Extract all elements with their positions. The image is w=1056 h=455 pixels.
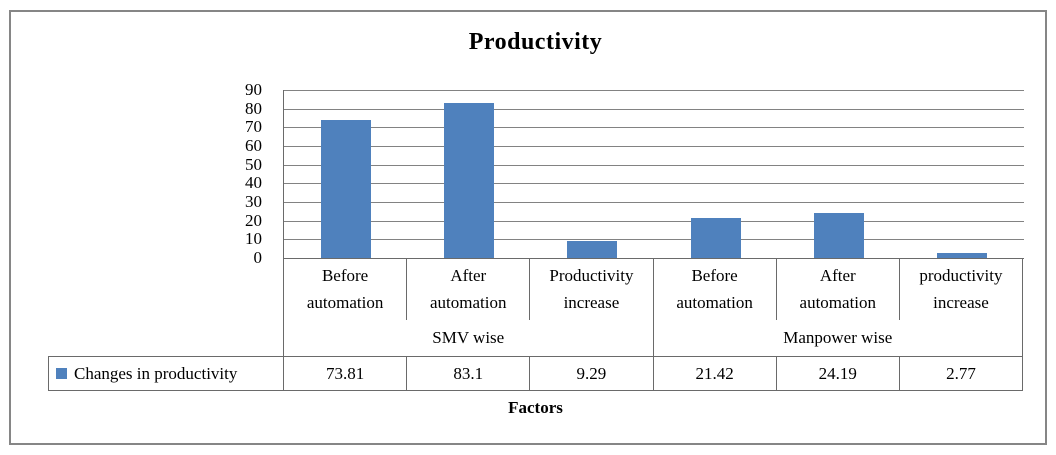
y-tick-label: 80 xyxy=(245,98,262,118)
value-cell: 73.81 xyxy=(283,357,406,390)
plot-area xyxy=(283,90,1024,259)
bars-container xyxy=(284,90,1024,258)
value-cell: 2.77 xyxy=(898,357,1022,390)
chart-title: Productivity xyxy=(468,29,603,55)
gridline xyxy=(284,145,1024,147)
value-cell: 21.42 xyxy=(652,357,776,390)
legend-cell: Changes in productivity xyxy=(49,357,283,390)
y-tick-label: 70 xyxy=(245,117,262,137)
bar-smv-productivity-increase xyxy=(567,240,618,258)
gridline xyxy=(284,90,1024,91)
y-tick-label: 30 xyxy=(245,191,262,211)
y-tick-label: 50 xyxy=(245,154,262,174)
y-tick-label: 20 xyxy=(245,210,262,230)
category-label: productivity increase xyxy=(898,258,1022,320)
figure-border xyxy=(9,10,1047,445)
group-label-smv-wise: SMV wise xyxy=(432,328,505,347)
gridline xyxy=(284,183,1024,185)
y-tick-label: 90 xyxy=(245,80,262,99)
gridline xyxy=(284,164,1024,166)
value-cell: 24.19 xyxy=(775,357,899,390)
y-tick-label: 10 xyxy=(245,229,262,249)
category-axis-row: Before automation After automation Produ… xyxy=(283,258,1023,320)
value-cell: 83.1 xyxy=(406,357,529,390)
bar-slot xyxy=(777,90,900,258)
gridline xyxy=(284,108,1024,110)
category-label: Before automation xyxy=(306,266,384,312)
bar-manpower-after-automation xyxy=(813,212,864,258)
gridline xyxy=(284,127,1024,129)
bar-slot xyxy=(284,90,407,258)
gridline xyxy=(284,239,1024,241)
bar-smv-after-automation xyxy=(443,102,494,258)
category-label: Productivity increase xyxy=(529,258,652,320)
y-tick-label: 0 xyxy=(253,247,263,267)
group-label-manpower-wise: Manpower wise xyxy=(652,320,1023,356)
bar-slot xyxy=(407,90,530,258)
y-tick-label: 60 xyxy=(245,135,262,155)
group-axis-row: SMV wise Manpower wise xyxy=(283,320,1023,356)
y-tick-label: 40 xyxy=(245,173,262,193)
bar-slot xyxy=(654,90,777,258)
y-axis: 90 80 70 60 50 40 30 20 10 0 xyxy=(170,81,262,267)
x-axis-title: Factors xyxy=(508,398,563,417)
gridline xyxy=(284,202,1024,203)
legend-label: Changes in productivity xyxy=(74,363,238,383)
gridline xyxy=(284,220,1024,222)
value-cell: 9.29 xyxy=(529,357,652,390)
bar-smv-before-automation xyxy=(320,120,371,258)
bar-slot xyxy=(901,90,1024,258)
bar-slot xyxy=(531,90,654,258)
data-table-row: Changes in productivity 73.81 83.1 9.29 … xyxy=(48,356,1023,391)
category-label: Before automation xyxy=(652,258,776,320)
legend-swatch-icon xyxy=(56,368,67,379)
bar-manpower-before-automation xyxy=(690,218,741,258)
category-label: After automation xyxy=(775,258,899,320)
category-label: After automation xyxy=(406,258,529,320)
bar-manpower-productivity-increase xyxy=(937,252,988,258)
